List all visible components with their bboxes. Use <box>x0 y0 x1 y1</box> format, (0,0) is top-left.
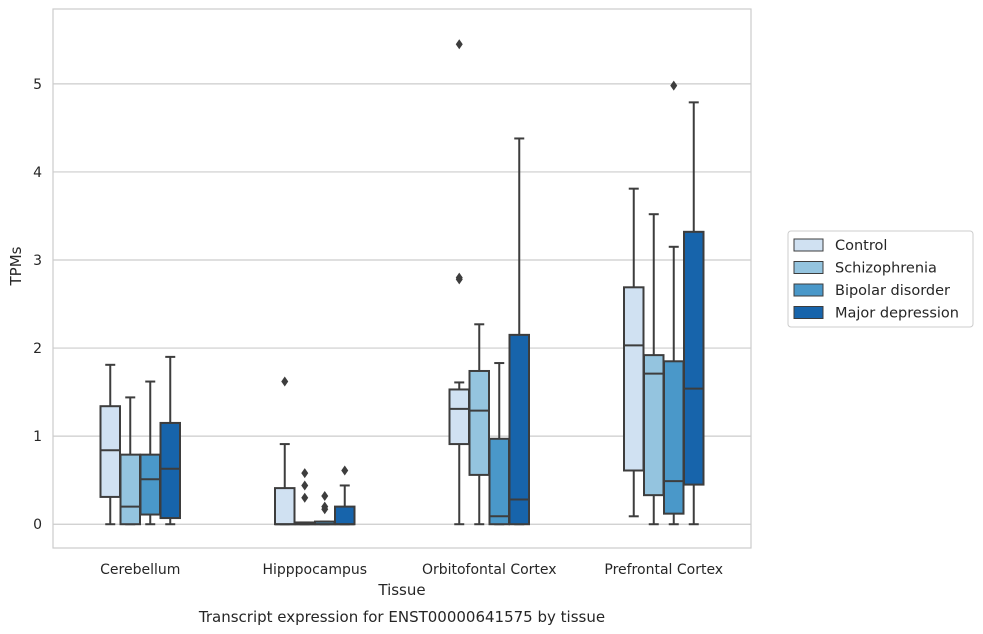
outlier-point <box>301 480 309 491</box>
legend-label: Schizophrenia <box>835 261 937 277</box>
boxes <box>99 39 705 526</box>
y-tick-label: 1 <box>33 429 42 445</box>
legend-label: Major depression <box>835 306 959 322</box>
box <box>99 405 121 498</box>
legend: Control Schizophrenia Bipolar disorder Majo… <box>787 230 974 328</box>
x-tick-label: Hipppocampus <box>262 562 367 578</box>
box-group <box>139 380 161 526</box>
box <box>119 453 141 526</box>
box <box>488 437 510 526</box>
box <box>468 369 490 476</box>
box <box>683 230 705 486</box>
box-group <box>334 465 356 526</box>
outlier-point <box>281 376 289 387</box>
box-group <box>448 39 470 526</box>
y-tick-label: 0 <box>33 517 42 533</box>
figure-caption: Transcript expression for ENST0000064157… <box>198 608 605 626</box>
box <box>623 286 645 472</box>
box <box>643 354 665 497</box>
outlier-point <box>301 492 309 503</box>
x-tick-label: Orbitofontal Cortex <box>422 562 557 578</box>
legend-swatch <box>793 261 824 274</box>
outlier-point <box>341 465 349 476</box>
outlier-point <box>455 39 463 50</box>
legend-swatch <box>793 238 824 252</box>
x-tick-label: Cerebellum <box>100 562 180 578</box>
outlier-point <box>301 468 309 479</box>
y-tick-label: 4 <box>33 165 42 181</box>
box-group <box>294 468 316 526</box>
plot-frame <box>52 8 752 549</box>
box <box>663 360 685 515</box>
x-tick-labels: Cerebellum Hipppocampus Orbitofontal Corte… <box>100 562 723 578</box>
box <box>274 487 296 526</box>
box-group <box>119 396 141 526</box>
outlier-point <box>455 274 463 285</box>
box-group <box>623 187 645 518</box>
box <box>139 453 161 516</box>
box <box>448 388 470 446</box>
box <box>508 333 530 526</box>
box <box>334 505 356 526</box>
box-group <box>508 137 530 526</box>
box-group <box>488 362 510 526</box>
box-group <box>159 355 181 526</box>
box-group <box>663 80 685 526</box>
outlier-point <box>321 491 329 502</box>
x-axis-label: Tissue <box>377 581 425 599</box>
outlier-point <box>670 80 678 91</box>
box <box>159 421 181 520</box>
y-tick-labels: 0 1 2 3 4 5 <box>33 77 42 533</box>
x-tick-label: Prefrontal Cortex <box>604 562 723 578</box>
y-axis-label: TPMs <box>7 246 25 286</box>
legend-label: Bipolar disorder <box>835 283 950 299</box>
y-tick-label: 2 <box>33 341 42 357</box>
box-group <box>643 213 665 526</box>
box-group <box>274 376 296 526</box>
legend-frame <box>787 230 974 328</box>
legend-label: Control <box>835 238 887 254</box>
box-group <box>683 101 705 526</box>
legend-swatch <box>793 306 824 319</box>
y-tick-label: 3 <box>33 253 42 269</box>
y-tick-label: 5 <box>33 77 42 93</box>
legend-swatch <box>793 283 824 297</box>
outlier-point <box>321 504 329 515</box>
box-group <box>468 323 490 526</box>
box-group <box>314 491 336 526</box>
box-group <box>99 363 121 526</box>
